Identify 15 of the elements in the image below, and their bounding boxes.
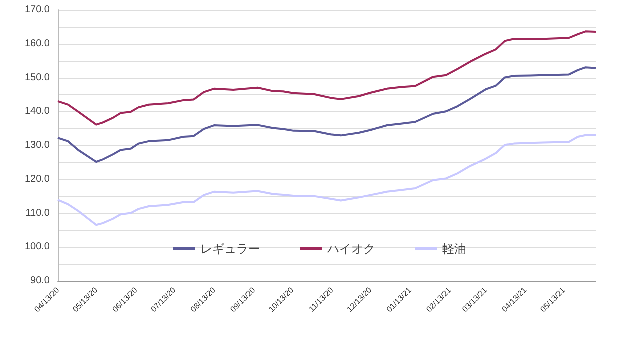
y-tick-label: 110.0 bbox=[26, 208, 50, 219]
y-tick-label: 140.0 bbox=[24, 106, 50, 118]
line-series bbox=[57, 30, 597, 126]
y-tick-label: 130.0 bbox=[24, 140, 50, 151]
y-tick-label: 150.0 bbox=[24, 72, 50, 84]
y-tick-label: 120.0 bbox=[24, 174, 50, 185]
line-series bbox=[57, 134, 597, 226]
y-tick-label: 90.0 bbox=[30, 276, 50, 286]
y-tick-label: 160.0 bbox=[24, 38, 50, 50]
y-tick-label: 170.0 bbox=[24, 4, 50, 16]
legend-label: レギュラー bbox=[200, 242, 260, 256]
line-series bbox=[57, 66, 597, 164]
y-tick-label: 100.0 bbox=[24, 242, 50, 253]
legend-label: 軽油 bbox=[442, 242, 466, 256]
legend-label: ハイオク bbox=[326, 242, 376, 256]
